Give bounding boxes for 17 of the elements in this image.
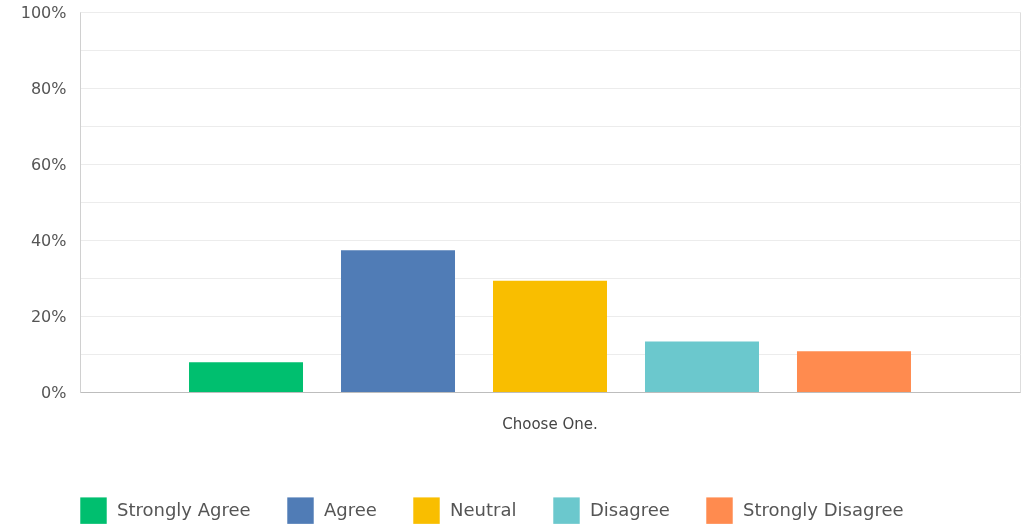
- y-tick-label: 100%: [20, 2, 67, 22]
- x-tick-label: Choose One.: [502, 414, 598, 433]
- bar: [189, 362, 304, 392]
- legend-label: Strongly Agree: [117, 498, 251, 520]
- legend-label: Neutral: [450, 498, 517, 520]
- bar: [493, 280, 607, 392]
- y-tick-label: 40%: [30, 230, 67, 250]
- bar: [796, 351, 911, 392]
- y-tick-label: 80%: [30, 78, 67, 98]
- legend-label: Strongly Disagree: [743, 498, 904, 520]
- bar: [645, 341, 759, 392]
- y-tick-label: 20%: [30, 306, 67, 326]
- legend-label: Agree: [324, 498, 377, 520]
- y-tick-label: 0%: [41, 382, 67, 402]
- legend-label: Disagree: [590, 498, 670, 520]
- bar: [341, 250, 455, 392]
- y-tick-label: 60%: [30, 154, 67, 174]
